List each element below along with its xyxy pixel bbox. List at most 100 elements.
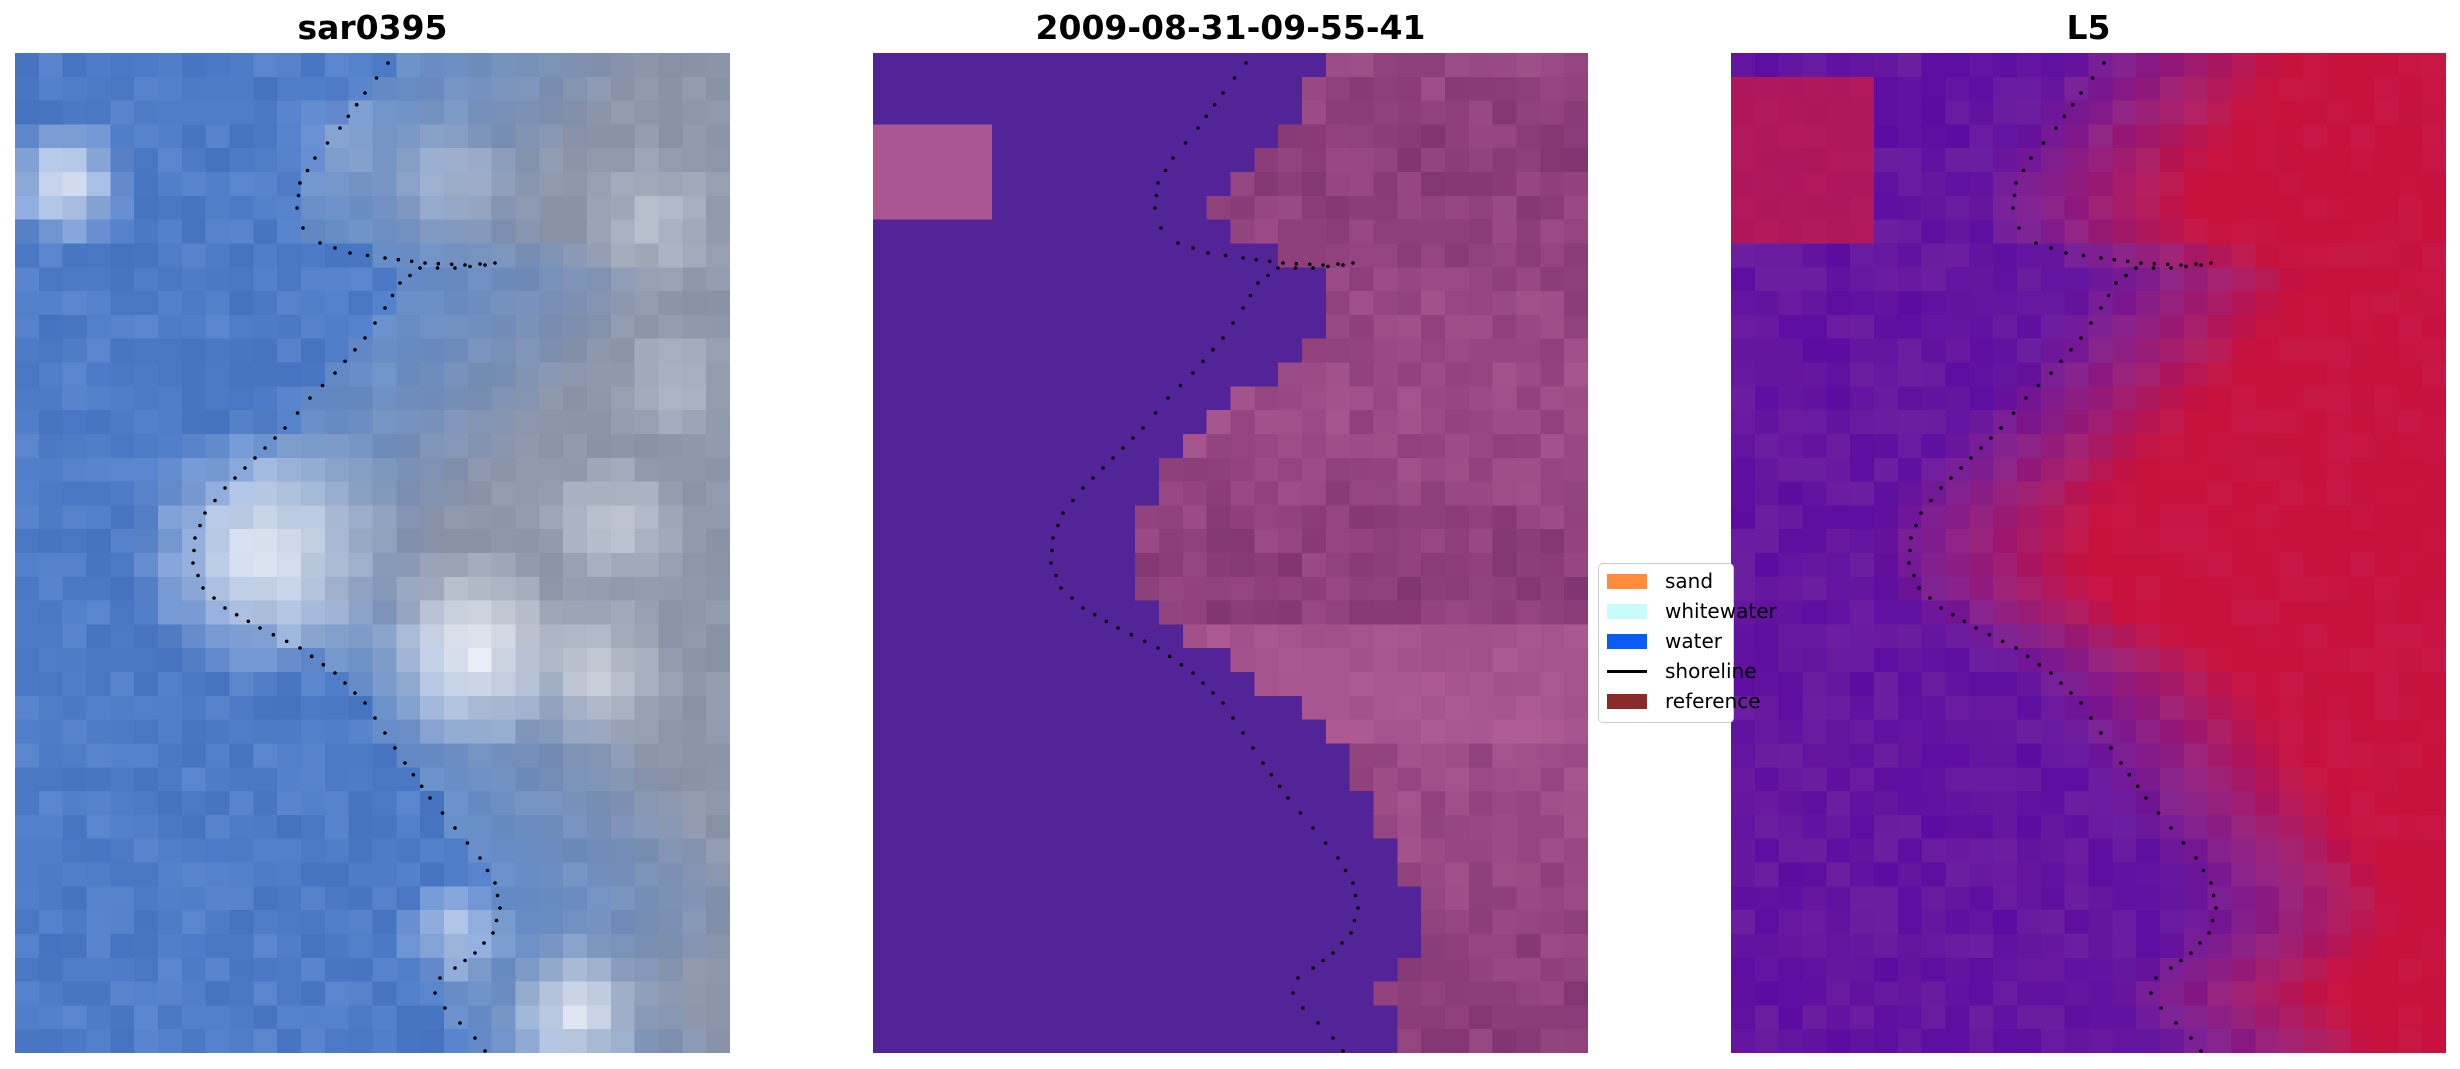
shoreline-point (428, 796, 432, 800)
shoreline-point (1341, 263, 1345, 267)
shoreline-point (2017, 226, 2021, 230)
shoreline-point (346, 114, 351, 119)
shoreline-point (1131, 436, 1135, 440)
shoreline-point (1241, 256, 1245, 260)
shoreline-point (393, 746, 397, 750)
shoreline-point (1166, 396, 1170, 400)
shoreline-point (2059, 681, 2063, 685)
shoreline-overlay-1 (191, 61, 502, 1053)
shoreline-point (2189, 951, 2193, 955)
shoreline-point (1156, 181, 1160, 185)
shoreline-point (363, 701, 367, 705)
shoreline-point (198, 523, 202, 528)
shoreline-point (1962, 619, 1967, 624)
shoreline-point (453, 966, 457, 970)
legend-item-shoreline: shoreline (1607, 658, 1807, 684)
shoreline-point (493, 261, 497, 265)
shoreline-point (1340, 941, 1344, 945)
shoreline-point (1081, 486, 1085, 490)
shoreline-point (2036, 383, 2041, 388)
shoreline-point (2064, 251, 2068, 255)
shoreline-point (1201, 359, 1205, 364)
shoreline-point (2034, 241, 2038, 245)
shoreline-point (295, 206, 299, 210)
shoreline-point (2102, 61, 2106, 65)
shoreline-point (1191, 246, 1195, 250)
panel-title-1: sar0395 (297, 8, 448, 47)
shoreline-point (2109, 746, 2113, 750)
shoreline-point (1232, 76, 1237, 80)
shoreline-point (2139, 261, 2143, 265)
shoreline-point (1104, 619, 1109, 624)
shoreline-point (1221, 701, 1225, 705)
shoreline-point (2201, 868, 2206, 873)
shoreline-point (1141, 426, 1145, 430)
shoreline-point (2011, 206, 2015, 210)
shoreline-point (1071, 498, 1075, 503)
shoreline-point (1959, 466, 1963, 470)
shoreline-point (403, 761, 407, 765)
shoreline-point (1974, 626, 1978, 630)
shoreline-point (271, 632, 276, 637)
shoreline-point (463, 958, 467, 963)
shoreline-point (212, 596, 216, 600)
shoreline-point (1231, 716, 1235, 720)
shoreline-point (2012, 193, 2017, 198)
shoreline-point (2198, 941, 2202, 945)
shoreline-point (2029, 156, 2033, 160)
shoreline-point (1251, 746, 1255, 750)
shoreline-point (253, 456, 257, 460)
shoreline-point (2210, 918, 2215, 923)
shoreline-point (1101, 466, 1105, 470)
shoreline-point (1351, 261, 1355, 265)
shoreline-point (495, 893, 500, 898)
shoreline-point (2049, 246, 2053, 250)
shoreline-point (483, 263, 487, 267)
shoreline-point (1269, 772, 1274, 777)
shoreline-point (1908, 548, 1912, 553)
legend-item-water: water (1607, 628, 1807, 654)
shoreline-point (1223, 253, 1228, 258)
shoreline-point (1321, 263, 1325, 267)
shoreline-point (383, 256, 387, 260)
shoreline-point (2024, 396, 2028, 400)
shoreline-point (353, 347, 357, 352)
shoreline-point (2127, 772, 2132, 777)
shoreline-point (320, 383, 325, 388)
shoreline-point (1950, 612, 1955, 617)
shoreline-point (1059, 586, 1063, 590)
shoreline-point (383, 306, 387, 310)
shoreline-point (383, 731, 387, 735)
shoreline-point (436, 261, 441, 266)
legend-label-whitewater: whitewater (1665, 599, 1777, 623)
shoreline-point (1276, 266, 1280, 270)
shoreline-point (1092, 612, 1097, 617)
shoreline-point (1196, 126, 1200, 130)
shoreline-point (1049, 561, 1053, 565)
shoreline-point (2194, 856, 2198, 860)
shoreline-point (2070, 102, 2075, 107)
shoreline-point (1293, 266, 1298, 270)
shoreline-point (1261, 761, 1265, 765)
shoreline-point (2156, 811, 2161, 815)
shoreline-point (343, 359, 347, 364)
shoreline-point (1999, 426, 2003, 430)
shoreline-point (1356, 906, 1360, 910)
shoreline-point (1301, 1006, 1305, 1010)
shoreline-point (1294, 261, 1299, 266)
shoreline-point (2099, 306, 2103, 310)
shoreline-point (1061, 511, 1065, 515)
shoreline-point (1056, 523, 1060, 528)
shoreline-point (2189, 1036, 2193, 1040)
shoreline-point (2209, 261, 2213, 265)
shoreline-point (419, 784, 424, 789)
shoreline-point (2124, 273, 2128, 278)
rgb-image-panel (15, 53, 730, 1053)
shoreline-point (1929, 498, 1933, 503)
shoreline-point (2089, 321, 2093, 325)
shoreline-point (192, 548, 196, 553)
shoreline-point (1241, 731, 1245, 735)
shoreline-point (1244, 61, 1248, 65)
shoreline-point (386, 61, 390, 65)
shoreline-point (2194, 262, 2198, 266)
